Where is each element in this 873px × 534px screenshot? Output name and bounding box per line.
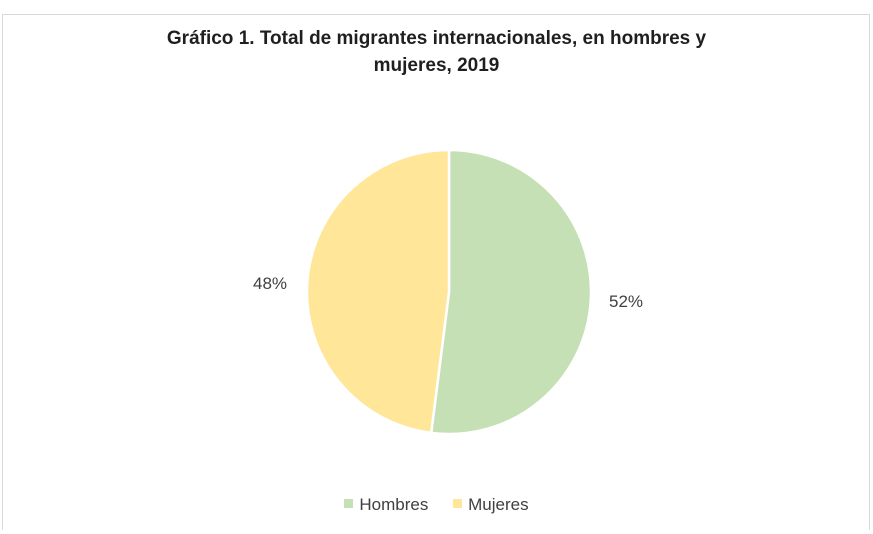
legend-item-mujeres: Mujeres [453,495,529,515]
legend-swatch-hombres [344,499,354,509]
chart-title-line-2: mujeres, 2019 [373,55,500,76]
legend-label-mujeres: Mujeres [468,495,529,514]
legend-swatch-mujeres [453,499,463,509]
chart-title: Gráfico 1. Total de migrantes internacio… [0,25,873,79]
legend: Hombres Mujeres [0,495,873,515]
legend-item-hombres: Hombres [344,495,428,515]
chart-title-line-1: Gráfico 1. Total de migrantes internacio… [166,28,707,49]
data-label-hombres: 52% [609,292,643,311]
pie-slice-mujeres [305,148,451,435]
pie-slice-hombres [429,148,593,436]
legend-label-hombres: Hombres [359,495,429,514]
data-label-mujeres: 48% [253,274,287,293]
